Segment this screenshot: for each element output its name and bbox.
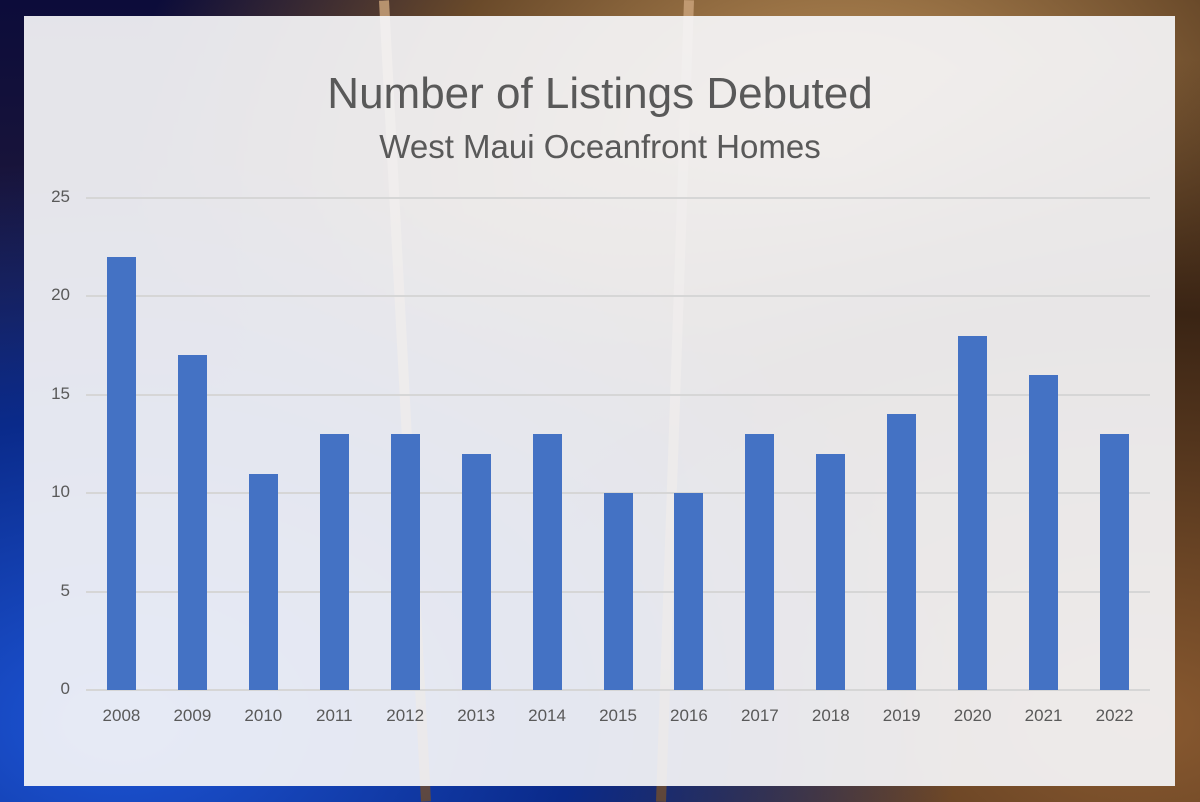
bar-2018 [816,453,846,690]
x-tick-label: 2020 [953,706,992,725]
bar-2022 [1100,434,1130,690]
bar-2013 [461,453,491,690]
x-tick-label: 2017 [740,706,779,725]
bar-2012 [390,434,420,690]
bar-2019 [887,414,917,690]
bar-2008 [106,257,136,690]
gridline [86,689,1150,691]
y-tick-label: 0 [60,679,70,698]
bar-2021 [1029,375,1059,690]
bar-2017 [745,434,775,690]
bar-2015 [603,493,633,690]
x-tick-label: 2022 [1095,706,1134,725]
y-tick-label: 5 [60,580,70,600]
x-tick-label: 2018 [811,706,850,725]
y-tick-label: 25 [51,187,70,206]
y-tick-label: 20 [51,285,70,305]
bar-2010 [248,473,278,690]
bar-2009 [177,355,207,690]
x-tick-label: 2015 [599,706,637,725]
x-tick-label: 2009 [173,706,212,725]
x-tick-label: 2011 [315,706,353,725]
gridline [86,197,1150,199]
x-tick-label: 2021 [1024,706,1063,725]
bar-2020 [958,335,988,690]
x-tick-label: 2010 [244,706,283,725]
bar-2016 [674,493,704,690]
y-tick-label: 15 [51,383,70,403]
y-tick-label: 10 [51,482,70,502]
x-tick-label: 2014 [528,706,566,725]
gridline [86,295,1150,298]
gridline [86,393,1150,396]
x-tick-label: 2019 [882,706,921,725]
x-tick-label: 2016 [670,706,708,725]
x-tick-label: 2008 [102,706,141,725]
x-tick-label: 2013 [457,706,496,725]
x-tick-label: 2012 [386,706,425,725]
bar-2011 [319,434,349,690]
chart-title: Number of Listings Debuted [327,69,873,118]
chart-subtitle: West Maui Oceanfront Homes [379,128,821,165]
bar-2014 [532,434,562,690]
